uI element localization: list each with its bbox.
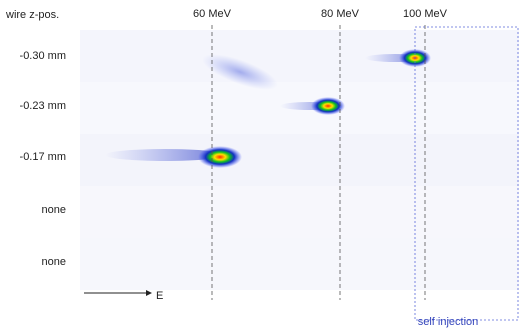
row-label: -0.17 mm [20, 151, 66, 163]
energy-label: 60 MeV [193, 8, 232, 20]
axis-label: E [156, 290, 163, 302]
beam-spots [105, 49, 431, 168]
region-label: self injection [418, 316, 479, 328]
energy-label: 80 MeV [321, 8, 360, 20]
header-label: wire z-pos. [5, 9, 59, 21]
row-label: none [42, 256, 66, 268]
row-label: none [42, 204, 66, 216]
self-injection-box [414, 26, 519, 321]
arrow-head [146, 290, 152, 296]
row-label: -0.23 mm [20, 100, 66, 112]
energy-label: 100 MeV [403, 8, 448, 20]
row-label: -0.30 mm [20, 50, 66, 62]
